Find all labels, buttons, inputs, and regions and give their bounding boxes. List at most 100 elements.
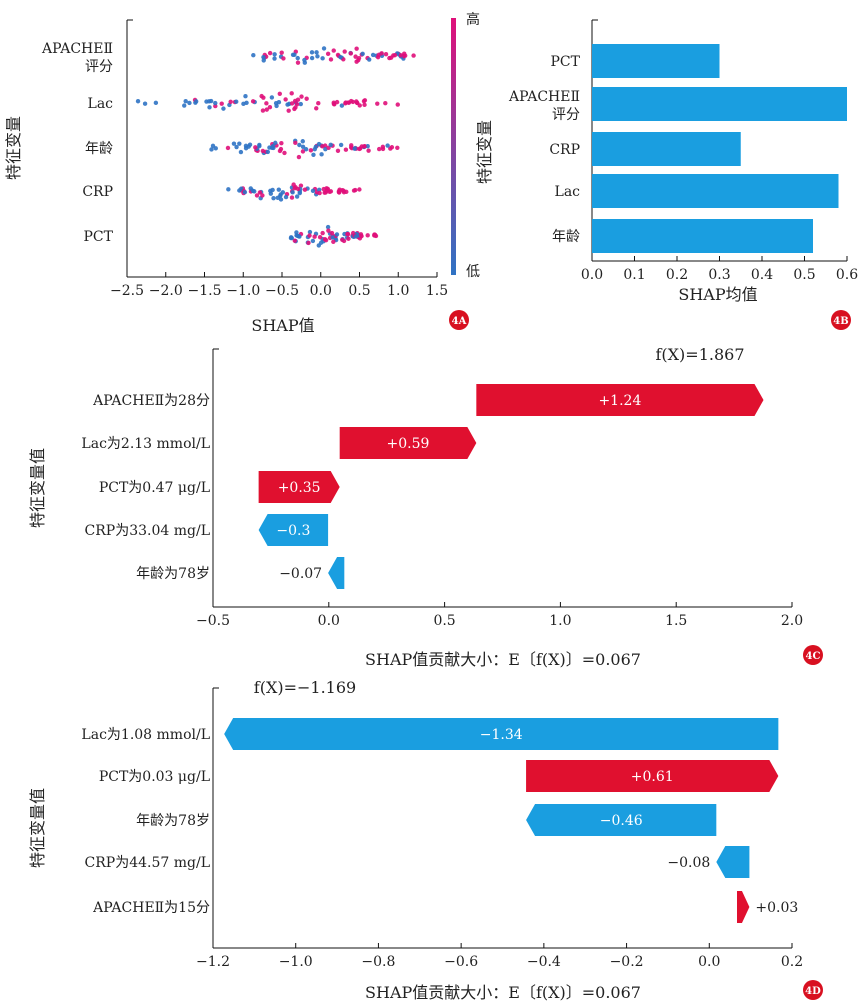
- shap-point: [213, 146, 218, 151]
- shap-point: [225, 145, 231, 151]
- shap-point: [250, 99, 256, 104]
- shap-point: [306, 240, 311, 246]
- shap-point: [274, 103, 279, 109]
- shap-point: [292, 52, 297, 57]
- shap-point: [376, 146, 382, 152]
- shap-point: [341, 190, 347, 195]
- y-axis-title: 特征变量: [4, 116, 23, 180]
- shap-point: [346, 236, 351, 241]
- feature-label: PCT: [84, 229, 114, 245]
- shap-point: [302, 60, 308, 65]
- shap-point: [260, 193, 265, 198]
- shap-point: [411, 53, 416, 58]
- shap-point: [385, 143, 390, 148]
- shap-point: [302, 187, 308, 192]
- shap-point: [339, 103, 345, 108]
- x-tick-label: 0.5: [433, 613, 455, 629]
- panel-badge-label: 4B: [833, 316, 848, 327]
- x-tick-label: −0.5: [265, 283, 299, 299]
- x-tick-label: 0.5: [793, 267, 815, 283]
- shap-point: [283, 97, 288, 102]
- shap-point: [187, 100, 192, 106]
- shap-point: [383, 51, 389, 57]
- y-axis-title: 特征变量值: [28, 448, 47, 528]
- shap-point: [295, 55, 300, 61]
- shap-point: [335, 148, 341, 153]
- shap-point: [375, 101, 380, 106]
- shap-point: [226, 187, 231, 192]
- shap-point: [281, 56, 286, 61]
- shap-point: [398, 53, 404, 58]
- y-axis-title: 特征变量: [475, 120, 494, 184]
- shap-point: [297, 142, 302, 148]
- shap-point: [234, 99, 239, 104]
- shap-point: [337, 190, 342, 195]
- contribution-value-label: +0.03: [755, 900, 798, 916]
- shap-point: [244, 100, 249, 105]
- shap-point: [247, 142, 253, 147]
- shap-point: [279, 50, 284, 55]
- shap-point: [325, 51, 331, 57]
- x-tick-label: 1.0: [387, 283, 409, 299]
- shap-point: [280, 190, 286, 195]
- x-tick-label: 0.2: [781, 954, 803, 970]
- x-tick-label: −1.0: [279, 954, 313, 970]
- shap-point: [253, 145, 258, 150]
- shap-point: [271, 196, 276, 201]
- shap-point: [242, 189, 248, 195]
- shap-point: [276, 100, 282, 105]
- shap-point: [331, 239, 336, 244]
- panel-badge-label: 4C: [806, 651, 821, 662]
- shap-point: [346, 100, 352, 105]
- shap-point: [343, 147, 349, 152]
- shap-point: [295, 97, 301, 102]
- shap-point: [289, 195, 295, 200]
- shap-point: [295, 60, 301, 65]
- shap-point: [357, 146, 363, 151]
- feature-label: PCT: [551, 54, 581, 70]
- shap-point: [395, 145, 400, 150]
- feature-label: Lac: [88, 96, 114, 112]
- shap-point: [267, 50, 273, 56]
- feature-value-label: Lac为1.08 mmol/L: [81, 727, 210, 743]
- positive-contribution-arrow: [526, 760, 779, 792]
- mean-shap-bar: [592, 44, 720, 78]
- shap-point: [303, 147, 309, 152]
- mean-shap-bar: [592, 87, 847, 121]
- shap-point: [293, 105, 298, 110]
- x-tick-label: −1.5: [188, 283, 222, 299]
- shap-point: [315, 54, 320, 59]
- shap-point: [343, 101, 348, 106]
- shap-point: [296, 154, 302, 160]
- shap-point: [309, 55, 315, 61]
- feature-value-label: CRP为44.57 mg/L: [85, 855, 210, 871]
- shap-point: [313, 144, 319, 149]
- mean-shap-bar: [592, 219, 813, 253]
- fx-label: f(X)=1.867: [655, 345, 744, 364]
- shap-point: [248, 186, 253, 191]
- contribution-value-label: −0.07: [279, 566, 322, 582]
- shap-point: [237, 188, 242, 193]
- shap-point: [231, 141, 237, 146]
- shap-point: [243, 93, 248, 99]
- shap-point: [365, 144, 370, 149]
- x-tick-label: 0.6: [836, 267, 858, 283]
- x-tick-label: 0.4: [751, 267, 773, 283]
- positive-contribution-arrow: [736, 891, 750, 923]
- shap-point: [183, 99, 188, 104]
- shap-point: [260, 108, 266, 113]
- x-tick-label: −0.8: [361, 954, 395, 970]
- x-tick-label: 0.0: [310, 283, 332, 299]
- x-tick-label: 2.0: [781, 613, 803, 629]
- x-axis-title: SHAP均值: [678, 285, 757, 304]
- shap-point: [320, 230, 325, 236]
- shap-point: [243, 146, 249, 151]
- y-axis-title: 特征变量值: [28, 788, 47, 868]
- panel-badge: [803, 645, 823, 665]
- feature-value-label: APACHEⅡ为15分: [92, 900, 210, 916]
- shap-point: [289, 91, 294, 96]
- shap-point: [380, 146, 386, 152]
- x-tick-label: −0.6: [444, 954, 478, 970]
- fx-label: f(X)=−1.169: [254, 678, 356, 697]
- shap-point: [289, 101, 295, 106]
